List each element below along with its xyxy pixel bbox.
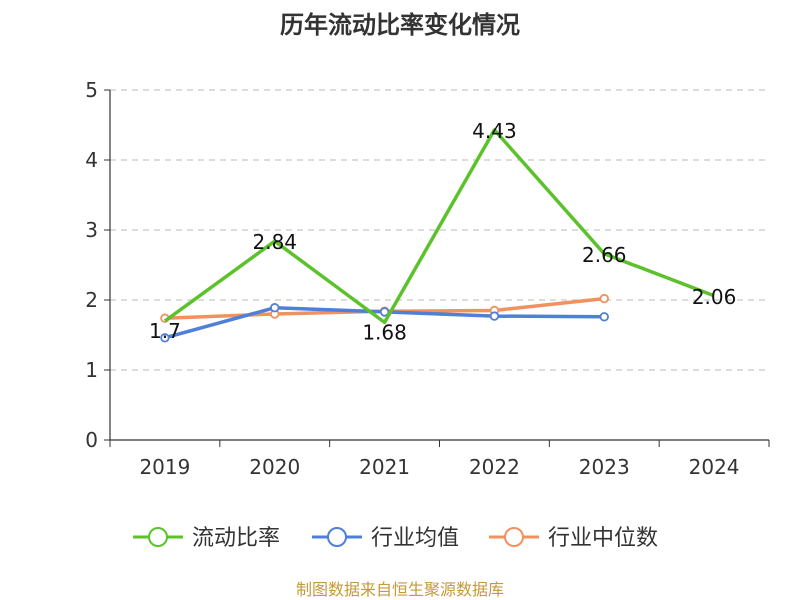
legend-label: 行业均值 (371, 526, 459, 551)
legend-label: 行业中位数 (548, 526, 658, 551)
data-point (270, 303, 280, 313)
data-label: 1.7 (149, 319, 181, 343)
x-tick-label: 2024 (689, 455, 740, 479)
data-label: 2.66 (582, 243, 627, 267)
legend-item: 行业中位数 (489, 526, 658, 551)
series-layer (160, 128, 715, 343)
legend-marker (504, 527, 524, 547)
y-tick-label: 4 (85, 148, 98, 172)
legend-item: 行业均值 (312, 526, 459, 551)
series-line (163, 128, 715, 325)
data-point (599, 312, 609, 322)
chart-title: 历年流动比率变化情况 (280, 11, 520, 39)
x-tick-label: 2021 (359, 455, 410, 479)
x-tick-label: 2019 (139, 455, 190, 479)
legend-marker (148, 527, 168, 547)
data-point (489, 311, 500, 321)
x-tick-label: 2023 (579, 455, 630, 479)
data-label: 2.84 (252, 230, 297, 254)
data-label: 2.06 (692, 285, 737, 309)
data-point (599, 293, 609, 304)
x-tick-label: 2022 (469, 455, 520, 479)
source-note: 制图数据来自恒生聚源数据库 (296, 580, 504, 599)
data-label: 1.68 (362, 320, 407, 344)
data-label: 4.43 (472, 119, 517, 143)
data-point (160, 333, 170, 343)
y-tick-label: 0 (85, 428, 98, 452)
y-tick-label: 3 (85, 218, 98, 242)
legend-marker (327, 527, 347, 547)
legend-item: 流动比率 (133, 526, 280, 551)
axes: 0 1 2 3 4 5 2019 2020 2021 2022 2023 2024 (85, 78, 770, 479)
legend-label: 流动比率 (192, 526, 280, 551)
x-tick-label: 2020 (249, 455, 300, 479)
y-tick-label: 2 (85, 288, 98, 312)
data-point (379, 307, 390, 317)
grid-lines (110, 89, 769, 371)
data-labels: 1.7 2.84 1.68 4.43 2.66 2.06 (149, 119, 736, 345)
legend: 流动比率 行业均值 行业中位数 (133, 526, 658, 551)
y-tick-label: 1 (85, 358, 98, 382)
y-tick-label: 5 (85, 78, 98, 102)
